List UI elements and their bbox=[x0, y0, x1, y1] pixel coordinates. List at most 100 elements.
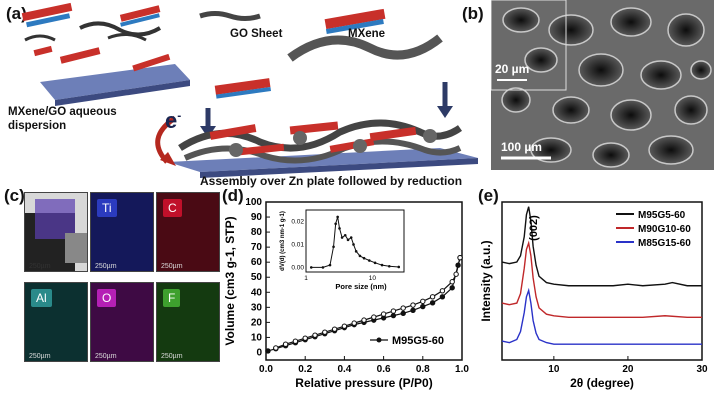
inset-point bbox=[309, 266, 313, 269]
zn-plate bbox=[168, 148, 478, 172]
x-tick-label: 0.6 bbox=[377, 364, 391, 375]
xrd-chart: 10 20 30 2θ (degree) Intensity (a.u.) (002) M9… bbox=[479, 201, 708, 390]
panel-a-label: (a) bbox=[6, 4, 27, 23]
map-scale-c: 250µm bbox=[161, 263, 183, 270]
inset-point bbox=[373, 261, 377, 265]
data-point bbox=[331, 326, 338, 332]
inset-y-tick-label: 0.00 bbox=[291, 264, 304, 271]
data-point bbox=[351, 320, 357, 326]
electron-symbol: e- bbox=[165, 108, 182, 133]
inset-y-tick-label: 0.02 bbox=[291, 218, 304, 225]
x-tick-label: 1.0 bbox=[455, 364, 469, 375]
x-tick-label: 0.0 bbox=[259, 364, 273, 375]
panel-c-label: (c) bbox=[4, 186, 25, 205]
inset-point bbox=[343, 233, 347, 237]
data-point bbox=[265, 348, 271, 354]
data-point bbox=[273, 345, 279, 351]
series-line bbox=[501, 287, 702, 345]
legend-label: M95G5-60 bbox=[392, 335, 444, 347]
map-scale-o: 250µm bbox=[95, 353, 117, 360]
eds-map-o: O 250µm bbox=[90, 282, 154, 362]
x-tick-label: 0.8 bbox=[416, 364, 430, 375]
inset-point bbox=[349, 236, 353, 239]
legend-label: M95G5-60 bbox=[638, 210, 686, 221]
scale-main-label: 100 µm bbox=[501, 140, 542, 154]
inset-point bbox=[368, 259, 371, 262]
inset-point bbox=[397, 265, 401, 269]
y-tick-label: 30 bbox=[251, 302, 263, 313]
data-point bbox=[453, 271, 459, 277]
sem-image: 20 µm 100 µm bbox=[491, 0, 714, 170]
y-tick-label: 10 bbox=[251, 332, 263, 343]
x-tick-label: 30 bbox=[696, 364, 708, 375]
inset-point bbox=[352, 243, 355, 246]
dispersion-label-2: dispersion bbox=[8, 120, 67, 132]
x-tick-label: 10 bbox=[548, 364, 560, 375]
mxene-label: MXene bbox=[348, 28, 386, 40]
inset-point bbox=[334, 222, 337, 226]
data-point bbox=[292, 338, 299, 344]
map-scale-ti: 250µm bbox=[95, 263, 117, 270]
flakes-left bbox=[21, 2, 171, 72]
inset-point bbox=[380, 263, 384, 267]
inset-x-tick-label: 1 bbox=[304, 275, 308, 282]
legend-label: M90G10-60 bbox=[638, 224, 691, 235]
mxene-icon bbox=[324, 8, 386, 30]
inset-y-label: dV(d) (cm3 nm-1 g-1) bbox=[280, 211, 286, 271]
panel-d-label: (d) bbox=[222, 186, 244, 205]
data-point bbox=[449, 285, 455, 291]
map-label-al: Al bbox=[31, 289, 52, 307]
inset-x-tick-label: 10 bbox=[369, 275, 377, 282]
legend-marker bbox=[376, 337, 382, 343]
data-point bbox=[282, 341, 289, 347]
inset-point bbox=[358, 254, 362, 258]
data-point bbox=[302, 335, 308, 341]
series-line bbox=[267, 257, 461, 352]
panel-a: (a) bbox=[0, 0, 485, 190]
data-point bbox=[361, 317, 367, 323]
inset-point bbox=[362, 256, 366, 260]
inset-point bbox=[340, 236, 344, 239]
panel-b-label: (b) bbox=[462, 4, 484, 23]
y-tick-label: 20 bbox=[251, 317, 263, 328]
y-tick-label: 60 bbox=[251, 257, 263, 268]
legend-label: M85G15-60 bbox=[638, 238, 691, 249]
inset-point bbox=[354, 250, 358, 253]
y-tick-label: 40 bbox=[251, 287, 263, 298]
assembled-layers bbox=[178, 119, 463, 164]
eds-map-ti: Ti 250µm bbox=[90, 192, 154, 272]
assembly-caption: Assembly over Zn plate followed by reduc… bbox=[200, 174, 463, 188]
data-point bbox=[312, 332, 318, 338]
data-point bbox=[439, 294, 446, 300]
go-sheet-icon bbox=[199, 11, 261, 21]
go-sheet-wave-left bbox=[79, 21, 162, 37]
y-axis-label: Volume (cm3 g-1, STP) bbox=[223, 216, 237, 345]
map-label-f: F bbox=[163, 289, 181, 307]
peak-label: (002) bbox=[528, 215, 540, 241]
map-label-ti: Ti bbox=[97, 199, 117, 217]
inset-frame bbox=[305, 209, 405, 273]
inset-point bbox=[332, 245, 335, 249]
sem-texture bbox=[491, 0, 714, 170]
eds-map-al: Al 250µm bbox=[24, 282, 88, 362]
y-tick-label: 90 bbox=[251, 212, 263, 223]
data-point bbox=[390, 308, 397, 314]
panel-e-label: (e) bbox=[478, 186, 499, 205]
series-line bbox=[501, 206, 702, 287]
dispersion-label-1: MXene/GO aqueous bbox=[8, 106, 117, 118]
data-point bbox=[429, 300, 436, 306]
x-tick-label: 0.4 bbox=[337, 364, 351, 375]
overview-scale: 250µm bbox=[29, 263, 51, 270]
go-sheet-large bbox=[287, 34, 443, 62]
y-axis-label: Intensity (a.u.) bbox=[479, 240, 493, 321]
data-point bbox=[420, 303, 426, 310]
inset-point bbox=[321, 266, 325, 269]
data-point bbox=[400, 310, 406, 317]
y-tick-label: 80 bbox=[251, 227, 263, 238]
series-line bbox=[501, 240, 702, 319]
go-sheet-label: GO Sheet bbox=[230, 28, 283, 40]
data-point bbox=[371, 314, 377, 320]
inset-point bbox=[387, 264, 391, 268]
inset-x-label: Pore size (nm) bbox=[335, 282, 387, 291]
data-point bbox=[400, 305, 406, 311]
